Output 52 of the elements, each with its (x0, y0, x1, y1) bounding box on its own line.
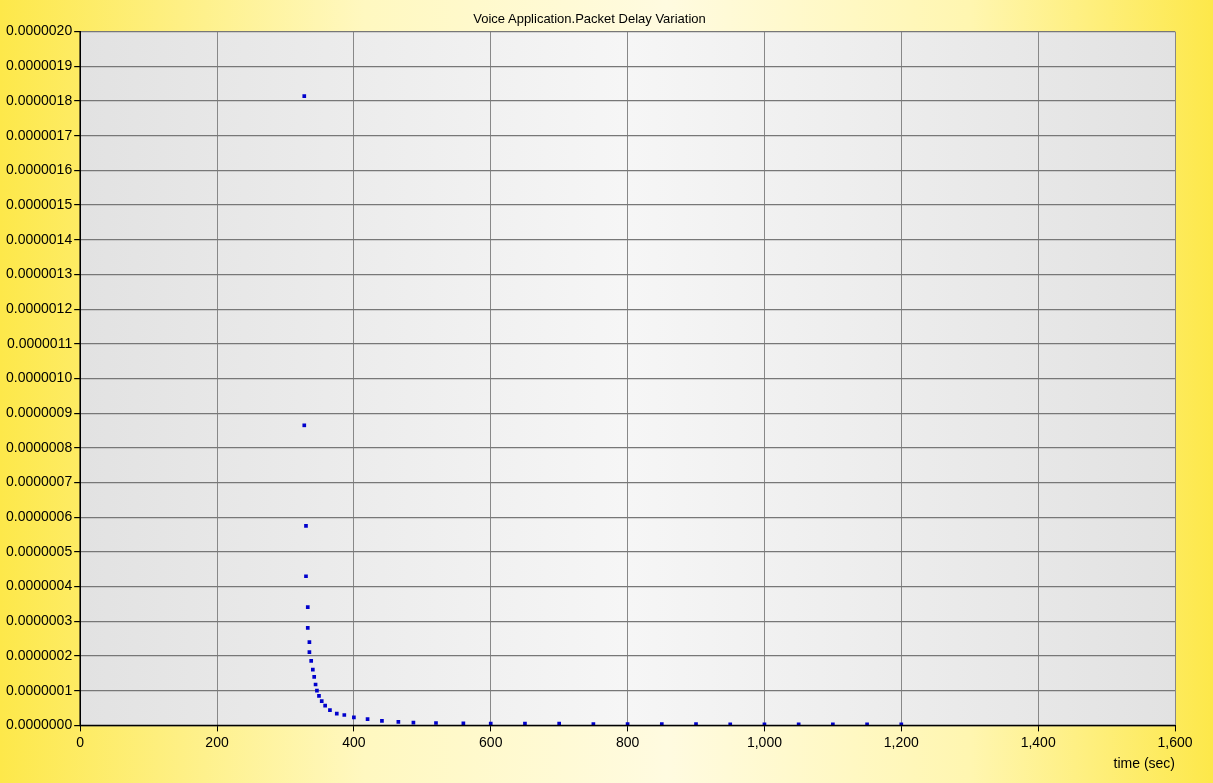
point (305, 605, 310, 609)
y-tick-label: 0.0000018 (5, 91, 73, 108)
chart-title: Voice Application.Packet Delay Variation (473, 11, 706, 27)
x-tick-label: 200 (205, 733, 229, 750)
y-tick-label: 0.0000005 (5, 542, 73, 559)
point (557, 721, 561, 726)
y-tick-label: 0.0000019 (5, 57, 73, 74)
y-tick-label: 0.0000004 (5, 577, 73, 594)
point (302, 423, 307, 428)
x-axis-title: time (sec) (1113, 755, 1175, 772)
point (434, 721, 438, 725)
point (328, 708, 332, 712)
y-tick-label: 0.0000013 (5, 265, 73, 282)
y-tick-label: 0.0000007 (5, 473, 73, 490)
x-tick-label: 0 (76, 733, 85, 750)
point (317, 694, 321, 698)
point (305, 626, 310, 630)
point (380, 719, 384, 723)
point (319, 699, 324, 703)
y-tick-label: 0.0000017 (5, 126, 73, 143)
y-tick-label: 0.0000015 (5, 195, 73, 212)
point (488, 721, 493, 726)
y-tick-label: 0.0000010 (5, 369, 73, 386)
y-tick-label: 0.0000012 (5, 299, 73, 316)
x-tick-label: 1,000 (746, 733, 783, 750)
point (302, 94, 307, 98)
y-tick-label: 0.0000001 (5, 681, 73, 698)
y-tick-label: 0.0000006 (5, 508, 73, 525)
y-tick-label: 0.0000003 (5, 612, 73, 629)
point (309, 659, 314, 663)
point (304, 524, 308, 528)
x-tick-label: 600 (479, 733, 503, 750)
point (312, 675, 317, 679)
point (694, 722, 698, 726)
y-tick-label: 0.0000002 (5, 646, 73, 663)
point (342, 713, 347, 717)
y-tick-label: 0.0000020 (5, 22, 73, 39)
y-tick-label: 0.0000016 (5, 161, 73, 178)
y-tick-label: 0.0000000 (5, 716, 73, 733)
x-tick-label: 400 (342, 733, 366, 750)
point (304, 574, 308, 579)
x-tick-label: 800 (615, 733, 640, 750)
point (315, 688, 319, 693)
y-tick-label: 0.0000008 (5, 438, 73, 455)
x-tick-label: 1,600 (1157, 733, 1193, 750)
point (523, 721, 527, 726)
y-tick-label: 0.0000009 (5, 404, 73, 421)
x-tick-label: 1,400 (1020, 733, 1056, 750)
y-tick-label: 0.0000014 (5, 230, 73, 247)
point (659, 722, 664, 726)
y-tick-label: 0.0000011 (7, 334, 73, 351)
x-tick-label: 1,200 (883, 733, 920, 750)
